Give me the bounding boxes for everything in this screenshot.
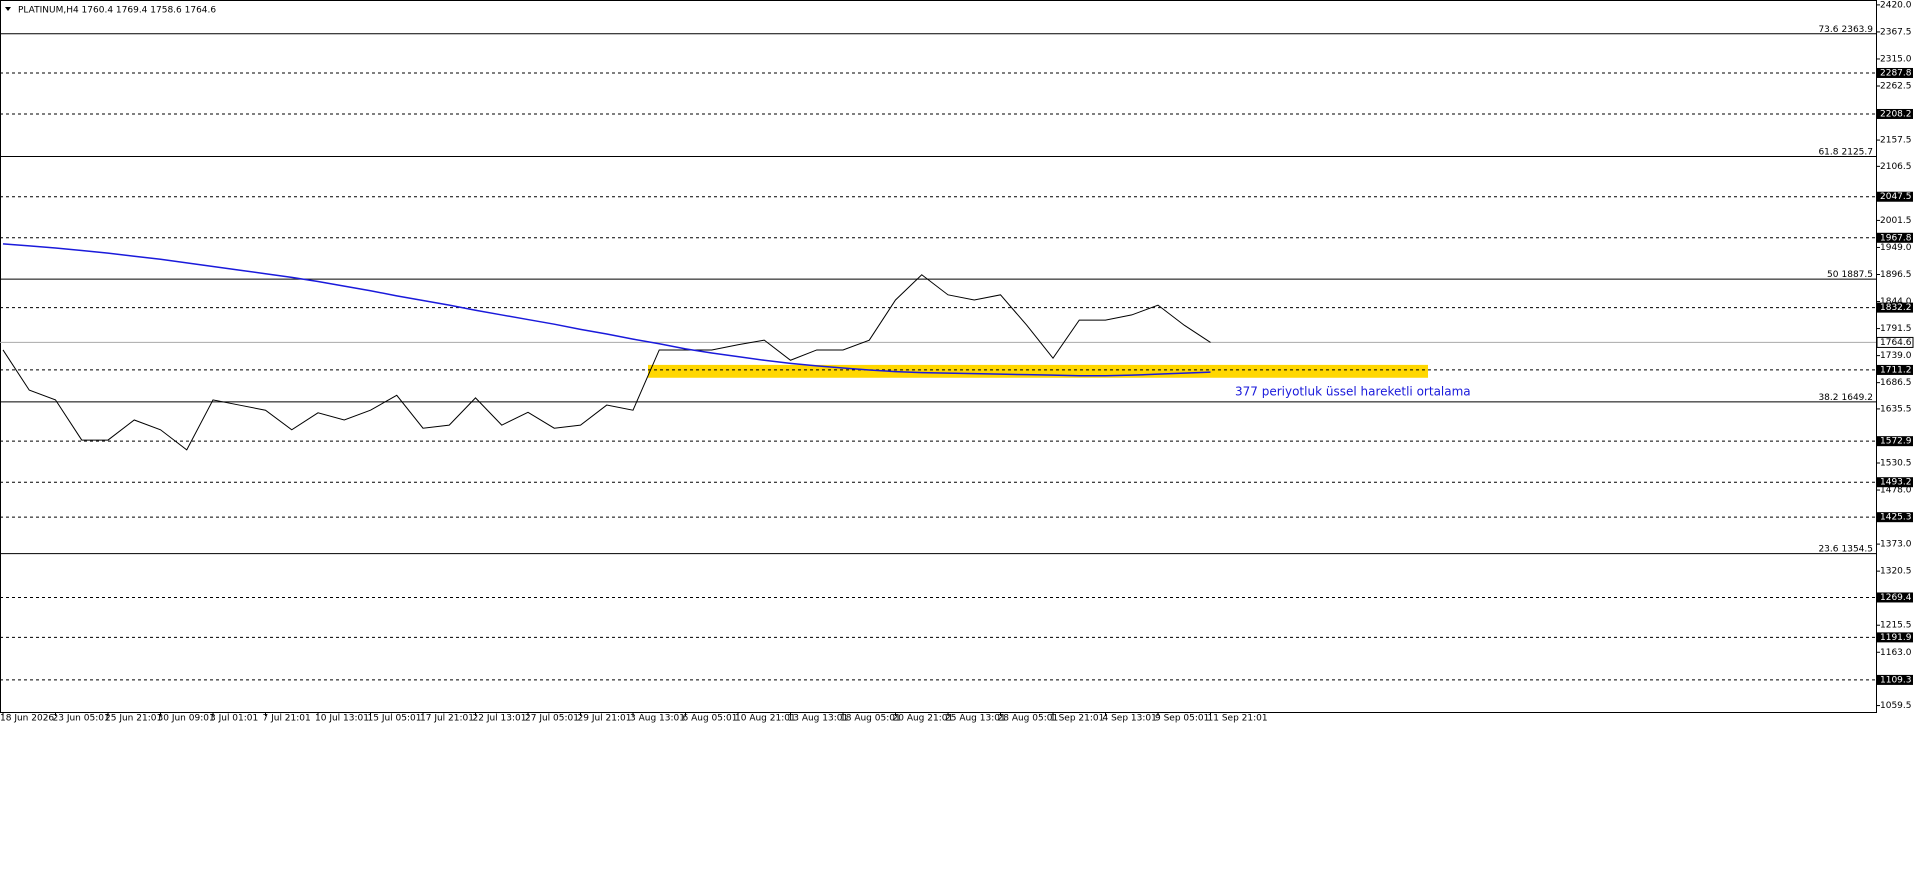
level-label: 2208.2 xyxy=(1880,109,1912,119)
y-tick-label: 1896.5 xyxy=(1880,270,1912,280)
fib-ratio: 23.6 xyxy=(1818,544,1838,554)
level-box xyxy=(1877,632,1913,643)
annotation: 377 periyotluk üssel hareketli ortalama xyxy=(1235,385,1471,399)
x-tick-label: 11 Sep 21:01 xyxy=(1208,714,1268,724)
level-label: 1191.9 xyxy=(1880,633,1912,643)
level-label: 1711.2 xyxy=(1880,365,1912,375)
fib-price: 2363.9 xyxy=(1842,24,1874,34)
x-tick-label: 25 Aug 13:01 xyxy=(945,714,1006,724)
fib-price: 2125.7 xyxy=(1842,147,1874,157)
support-zone xyxy=(648,364,1428,378)
x-tick-label: 18 Aug 05:01 xyxy=(840,714,901,724)
x-tick-label: 25 Jun 21:01 xyxy=(105,714,162,724)
fib-ratio: 73.6 xyxy=(1818,24,1838,34)
current-price-label: 1764.6 xyxy=(1880,338,1912,348)
x-tick-label: 15 Jul 05:01 xyxy=(368,714,422,724)
level-box xyxy=(1877,67,1913,78)
x-tick-label: 28 Aug 05:01 xyxy=(998,714,1059,724)
x-tick-label: 3 Aug 13:01 xyxy=(630,714,685,724)
x-tick-label: 13 Aug 13:01 xyxy=(788,714,849,724)
level-label: 1493.2 xyxy=(1880,478,1912,488)
fib-label: 61.8 2125.7 xyxy=(1818,147,1873,157)
level-label: 1572.9 xyxy=(1880,437,1912,447)
y-tick-label: 1530.5 xyxy=(1880,458,1912,468)
fib-ratio: 50 xyxy=(1827,270,1839,280)
level-box xyxy=(1877,592,1913,603)
level-box xyxy=(1877,302,1913,313)
level-box xyxy=(1877,674,1913,685)
fib-ratio: 38.2 xyxy=(1818,392,1838,402)
current-price-box xyxy=(1876,336,1914,348)
y-tick-label: 1949.0 xyxy=(1880,243,1912,253)
fib-label: 50 1887.5 xyxy=(1827,270,1873,280)
x-tick-label: 20 Aug 21:01 xyxy=(893,714,954,724)
x-tick-label: 27 Jul 05:01 xyxy=(525,714,579,724)
y-tick-label: 1791.5 xyxy=(1880,324,1912,334)
fib-price: 1649.2 xyxy=(1842,392,1874,402)
level-label: 1967.8 xyxy=(1880,233,1912,243)
title-arrow xyxy=(5,7,11,11)
fib-price: 1887.5 xyxy=(1842,270,1874,280)
y-tick-label: 1686.5 xyxy=(1880,378,1912,388)
level-box xyxy=(1877,477,1913,488)
level-label: 1425.3 xyxy=(1880,513,1912,523)
x-tick-label: 29 Jul 21:01 xyxy=(578,714,632,724)
x-tick-label: 9 Sep 05:01 xyxy=(1155,714,1209,724)
fib-ratio: 61.8 xyxy=(1818,147,1838,157)
fib-label: 38.2 1649.2 xyxy=(1818,392,1873,402)
y-tick-label: 2262.5 xyxy=(1880,82,1912,92)
x-tick-label: 30 Jun 09:01 xyxy=(158,714,215,724)
price-line xyxy=(2,243,1211,377)
x-tick-label: 3 Jul 01:01 xyxy=(210,714,258,724)
y-tick-label: 2420.0 xyxy=(1880,0,1912,10)
level-box xyxy=(1877,364,1913,375)
level-label: 2047.5 xyxy=(1880,192,1912,202)
y-tick-label: 1844.0 xyxy=(1880,297,1912,307)
price-line xyxy=(2,274,1211,451)
y-tick-label: 2367.5 xyxy=(1880,27,1912,37)
y-tick-label: 1373.0 xyxy=(1880,540,1912,550)
x-tick-label: 22 Jul 13:01 xyxy=(473,714,527,724)
y-tick-label: 1478.0 xyxy=(1880,486,1912,496)
level-label: 1109.3 xyxy=(1880,675,1912,685)
level-box xyxy=(1877,436,1913,447)
level-label: 1269.4 xyxy=(1880,593,1912,603)
fib-price: 1354.5 xyxy=(1842,544,1874,554)
y-tick-label: 1739.0 xyxy=(1880,351,1912,361)
x-tick-label: 7 Jul 21:01 xyxy=(263,714,311,724)
x-tick-label: 18 Jun 2026 xyxy=(0,714,54,724)
x-tick-label: 6 Aug 05:01 xyxy=(683,714,738,724)
fib-label: 23.6 1354.5 xyxy=(1818,544,1873,554)
x-tick-label: 23 Jun 05:01 xyxy=(53,714,110,724)
level-label: 2287.8 xyxy=(1880,68,1912,78)
level-box xyxy=(1877,232,1913,243)
level-box xyxy=(1877,191,1913,202)
y-tick-label: 2106.5 xyxy=(1880,162,1912,172)
level-label: 1832.2 xyxy=(1880,303,1912,313)
x-tick-label: 4 Sep 13:01 xyxy=(1103,714,1157,724)
y-tick-label: 2001.5 xyxy=(1880,216,1912,226)
y-tick-label: 1320.5 xyxy=(1880,567,1912,577)
y-tick-label: 1215.5 xyxy=(1880,621,1912,631)
x-tick-label: 10 Aug 21:01 xyxy=(735,714,796,724)
x-tick-label: 1 Sep 21:01 xyxy=(1050,714,1104,724)
fib-label: 73.6 2363.9 xyxy=(1818,24,1873,34)
y-tick-label: 1163.0 xyxy=(1880,648,1912,658)
y-tick-label: 2315.0 xyxy=(1880,54,1912,64)
y-tick-label: 1635.5 xyxy=(1880,404,1912,414)
y-tick-label: 2157.5 xyxy=(1880,136,1912,146)
chart-title: PLATINUM,H4 1760.4 1769.4 1758.6 1764.6 xyxy=(18,6,216,16)
plot-frame xyxy=(0,0,1877,713)
x-tick-label: 10 Jul 13:01 xyxy=(315,714,369,724)
x-tick-label: 17 Jul 21:01 xyxy=(420,714,474,724)
y-tick-label: 1059.5 xyxy=(1880,701,1912,711)
level-box xyxy=(1877,512,1913,523)
level-box xyxy=(1877,108,1913,119)
